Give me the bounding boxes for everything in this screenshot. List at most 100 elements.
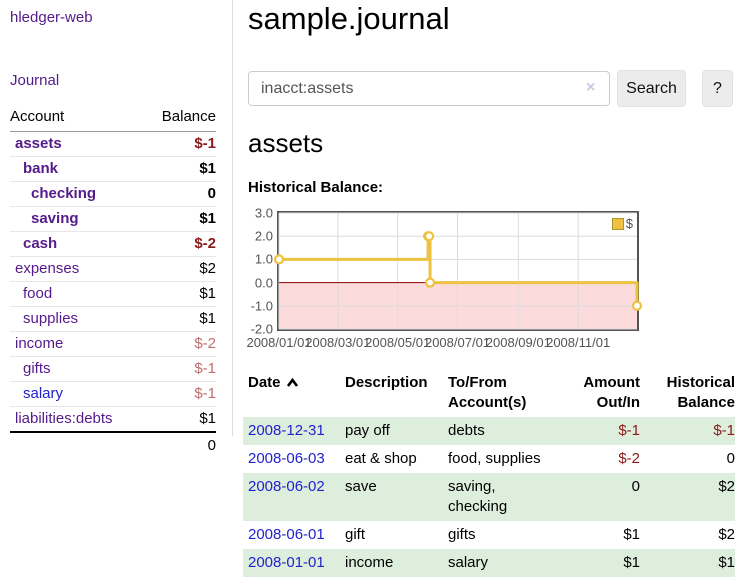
transaction-accounts: debts (448, 422, 485, 439)
x-tick-label: 2008/11/01 (546, 335, 611, 350)
search-input[interactable] (248, 71, 610, 106)
transaction-description: income (345, 554, 394, 571)
account-row: cash $-2 (10, 231, 216, 257)
account-balance: $-2 (144, 331, 216, 357)
column-header-date[interactable]: Date (243, 369, 345, 417)
transaction-balance: $2 (718, 478, 735, 495)
transaction-date-link[interactable]: 2008-06-03 (248, 450, 325, 467)
y-tick-label: 3.0 (254, 205, 273, 221)
x-tick-label: 2008/03/01 (305, 335, 371, 350)
account-balance: 0 (144, 181, 216, 207)
account-balance: $1 (144, 156, 216, 182)
y-tick-label: 2.0 (254, 228, 273, 244)
y-tick-label: -2.0 (250, 321, 273, 337)
account-row: supplies $1 (10, 306, 216, 332)
account-link[interactable]: bank (23, 160, 59, 177)
account-link[interactable]: food (23, 285, 53, 302)
y-tick-label: 0.0 (254, 275, 273, 291)
transaction-amount: $-2 (618, 450, 640, 467)
column-header-accounts: To/From Account(s) (448, 374, 527, 411)
legend-swatch-icon (611, 217, 624, 230)
chart-legend: $ (610, 216, 634, 231)
transaction-date-link[interactable]: 2008-12-31 (248, 422, 325, 439)
transaction-accounts: food, supplies (448, 450, 541, 467)
transaction-balance: $2 (718, 526, 735, 543)
page-title: sample.journal (248, 1, 450, 36)
accounts-column-header: Account (10, 104, 145, 132)
transaction-description: pay off (345, 422, 390, 439)
chart-title: Historical Balance: (248, 179, 384, 196)
transaction-description: save (345, 478, 377, 495)
account-link[interactable]: income (15, 335, 64, 352)
x-tick-label: 2008/01/01 (246, 335, 312, 350)
account-link[interactable]: supplies (23, 310, 79, 327)
account-row: assets $-1 (10, 131, 216, 157)
register-row: 2008-12-31 pay off debts $-1 $-1 (243, 417, 735, 445)
historical-balance-chart: 3.0 2.0 1.0 0.0 -1.0 -2.0 $ 2008/01/01 2008/03… (246, 205, 740, 351)
account-balance: $1 (144, 206, 216, 232)
account-balance: $1 (144, 406, 216, 433)
register-table: Date Description To/From Account(s) Amou… (243, 369, 735, 577)
brand-link[interactable]: hledger-web (10, 9, 93, 26)
account-balance: $-1 (144, 356, 216, 382)
account-row: food $1 (10, 281, 216, 307)
account-balance: $-1 (144, 131, 216, 157)
help-button[interactable]: ? (702, 70, 733, 107)
register-row: 2008-06-01 gift gifts $1 $2 (243, 521, 735, 549)
account-row: salary $-1 (10, 381, 216, 407)
search-button[interactable]: Search (617, 70, 686, 107)
account-link[interactable]: liabilities:debts (15, 410, 113, 427)
transaction-accounts: saving, checking (448, 478, 508, 515)
chart-x-axis-labels: 2008/01/01 2008/03/01 2008/05/01 2008/07/01… (246, 335, 639, 351)
transaction-description: eat & shop (345, 450, 417, 467)
account-balance: $-2 (144, 231, 216, 257)
chart-plot-area: $ (273, 211, 643, 331)
transaction-balance: 0 (726, 450, 735, 467)
column-header-description: Description (345, 374, 428, 391)
account-balance: $1 (144, 306, 216, 332)
register-row: 2008-06-03 eat & shop food, supplies $-2 0 (243, 445, 735, 473)
column-header-balance: Historical Balance (666, 374, 735, 411)
account-link[interactable]: gifts (23, 360, 51, 377)
account-link[interactable]: checking (31, 185, 97, 202)
transaction-accounts: gifts (448, 526, 476, 543)
accounts-total-value: 0 (144, 431, 216, 459)
transaction-balance: $1 (718, 554, 735, 571)
sort-ascending-icon (286, 377, 298, 387)
search-form: × Search ? (248, 70, 740, 107)
account-link[interactable]: assets (15, 135, 62, 152)
transaction-date-link[interactable]: 2008-06-02 (248, 478, 325, 495)
transaction-date-link[interactable]: 2008-06-01 (248, 526, 325, 543)
account-heading: assets (248, 128, 324, 158)
account-balance: $2 (144, 256, 216, 282)
x-tick-label: 2008/09/01 (485, 335, 551, 350)
register-row: 2008-01-01 income salary $1 $1 (243, 549, 735, 577)
account-row: expenses $2 (10, 256, 216, 282)
sidebar-item-journal[interactable]: Journal (10, 72, 60, 89)
accounts-total-row: 0 (10, 431, 216, 459)
transaction-amount: $1 (623, 554, 640, 571)
account-row: bank $1 (10, 156, 216, 182)
clear-search-icon[interactable]: × (586, 79, 596, 96)
transaction-description: gift (345, 526, 366, 543)
legend-label: $ (625, 216, 633, 231)
sidebar: hledger-web Journal Account Balance asse… (0, 0, 232, 459)
main-content: sample.journal × Search ? assets Histori… (243, 0, 740, 577)
account-row: gifts $-1 (10, 356, 216, 382)
register-row: 2008-06-02 save saving, checking 0 $2 (243, 473, 735, 521)
column-header-amount: Amount Out/In (583, 374, 640, 411)
account-link[interactable]: salary (23, 385, 64, 402)
transaction-balance: $-1 (713, 422, 735, 439)
account-balance: $-1 (144, 381, 216, 407)
account-link[interactable]: expenses (15, 260, 80, 277)
x-tick-label: 2008/07/01 (424, 335, 491, 350)
y-tick-label: 1.0 (254, 251, 273, 267)
account-row: income $-2 (10, 331, 216, 357)
chart-canvas (273, 212, 643, 330)
transaction-accounts: salary (448, 554, 489, 571)
account-link[interactable]: saving (31, 210, 79, 227)
transaction-date-link[interactable]: 2008-01-01 (248, 554, 325, 571)
account-link[interactable]: cash (23, 235, 58, 252)
sidebar-divider (232, 0, 233, 436)
transaction-amount: 0 (631, 478, 640, 495)
